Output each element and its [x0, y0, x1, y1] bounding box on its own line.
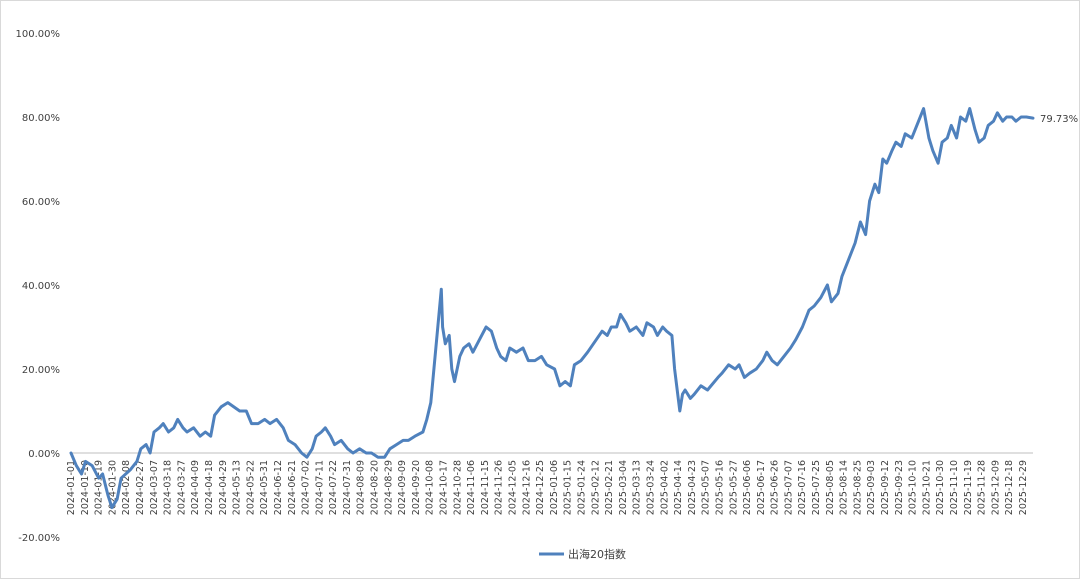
x-axis-tick-labels: 2024-01-01 2024-01-10 2024-01-19 2024-01-30…: [66, 460, 1029, 515]
y-tick-label: 60.00%: [22, 197, 60, 208]
series-group: 79.73%: [69, 107, 1078, 510]
x-tick-label: 2024-05-22: [245, 460, 256, 515]
x-tick-label: 2024-07-02: [301, 460, 312, 515]
x-tick-label: 2024-08-20: [370, 460, 381, 515]
x-tick-label: 2025-09-03: [866, 460, 877, 515]
x-tick-label: 2025-07-25: [811, 460, 822, 515]
x-tick-label: 2024-07-22: [328, 460, 339, 515]
x-tick-label: 2025-04-02: [659, 460, 670, 515]
x-tick-label: 2025-06-06: [742, 460, 753, 515]
x-tick-label: 2024-08-09: [356, 460, 367, 515]
x-tick-label: 2025-12-09: [990, 460, 1001, 515]
x-tick-label: 2025-01-06: [549, 460, 560, 515]
x-tick-label: 2025-12-18: [1004, 460, 1015, 515]
x-tick-label: 2024-04-18: [204, 460, 215, 515]
x-tick-label: 2024-12-16: [521, 460, 532, 515]
legend-label: 出海20指数: [568, 547, 626, 561]
x-tick-label: 2025-06-17: [756, 460, 767, 515]
y-axis-tick-labels: -20.00% 0.00% 20.00% 40.00% 60.00% 80.00% 100.…: [16, 29, 61, 544]
x-tick-label: 2025-05-27: [728, 460, 739, 515]
y-tick-label: -20.00%: [18, 533, 60, 544]
x-tick-label: 2025-07-07: [783, 460, 794, 515]
x-tick-label: 2024-05-31: [259, 460, 270, 515]
series-line: [69, 107, 1035, 510]
x-tick-label: 2025-06-26: [770, 460, 781, 515]
x-tick-label: 2025-12-29: [1018, 460, 1029, 515]
x-tick-label: 2025-08-14: [839, 460, 850, 515]
x-tick-label: 2024-06-21: [287, 460, 298, 515]
y-tick-label: 0.00%: [28, 449, 60, 460]
x-tick-label: 2024-10-28: [452, 460, 463, 515]
x-tick-label: 2025-11-19: [963, 460, 974, 515]
x-tick-label: 2024-03-18: [163, 460, 174, 515]
x-tick-label: 2024-06-12: [273, 460, 284, 515]
x-tick-label: 2025-05-07: [701, 460, 712, 515]
x-tick-label: 2024-11-15: [480, 460, 491, 515]
x-tick-label: 2024-11-06: [466, 460, 477, 515]
x-tick-label: 2025-09-23: [894, 460, 905, 515]
y-tick-label: 80.00%: [22, 113, 60, 124]
series-end-value-label: 79.73%: [1040, 114, 1078, 125]
x-tick-label: 2025-08-05: [825, 460, 836, 515]
x-tick-label: 2025-04-14: [673, 460, 684, 515]
y-tick-label: 100.00%: [16, 29, 61, 40]
x-tick-label: 2024-09-09: [397, 460, 408, 515]
x-tick-label: 2025-10-10: [908, 460, 919, 515]
x-tick-label: 2025-02-21: [604, 460, 615, 515]
x-tick-label: 2025-04-23: [687, 460, 698, 515]
x-tick-label: 2024-07-31: [342, 460, 353, 515]
x-tick-label: 2025-07-16: [797, 460, 808, 515]
x-tick-label: 2024-07-11: [314, 460, 325, 515]
x-tick-label: 2024-12-05: [508, 460, 519, 515]
x-tick-label: 2024-12-25: [535, 460, 546, 515]
y-tick-label: 20.00%: [22, 365, 60, 376]
x-tick-label: 2024-11-26: [494, 460, 505, 515]
x-tick-label: 2024-01-01: [66, 460, 77, 515]
x-tick-label: 2024-01-30: [107, 460, 118, 515]
x-tick-label: 2024-10-17: [439, 460, 450, 515]
x-tick-label: 2024-01-19: [94, 460, 105, 515]
x-tick-label: 2025-03-04: [618, 460, 629, 515]
x-tick-label: 2024-08-29: [383, 460, 394, 515]
x-tick-label: 2025-10-21: [921, 460, 932, 515]
x-tick-label: 2024-04-29: [218, 460, 229, 515]
x-tick-label: 2024-02-27: [135, 460, 146, 515]
x-tick-label: 2025-08-25: [852, 460, 863, 515]
x-tick-label: 2025-10-30: [935, 460, 946, 515]
x-tick-label: 2024-09-20: [411, 460, 422, 515]
x-tick-label: 2025-05-16: [714, 460, 725, 515]
x-tick-label: 2025-09-12: [880, 460, 891, 515]
x-tick-label: 2024-02-08: [121, 460, 132, 515]
x-tick-label: 2024-03-07: [149, 460, 160, 515]
legend: 出海20指数: [539, 547, 626, 561]
x-tick-label: 2025-01-24: [576, 460, 587, 515]
x-tick-label: 2024-10-08: [425, 460, 436, 515]
x-tick-label: 2025-01-15: [563, 460, 574, 515]
x-tick-label: 2024-03-27: [176, 460, 187, 515]
x-tick-label: 2025-11-28: [977, 460, 988, 515]
x-tick-label: 2025-02-12: [590, 460, 601, 515]
x-tick-label: 2025-11-10: [949, 460, 960, 515]
x-tick-label: 2025-03-24: [645, 460, 656, 515]
x-tick-label: 2025-03-13: [632, 460, 643, 515]
x-tick-label: 2024-05-13: [232, 460, 243, 515]
x-tick-label: 2024-04-09: [190, 460, 201, 515]
y-tick-label: 40.00%: [22, 281, 60, 292]
x-tick-label: 2024-01-10: [80, 460, 91, 515]
